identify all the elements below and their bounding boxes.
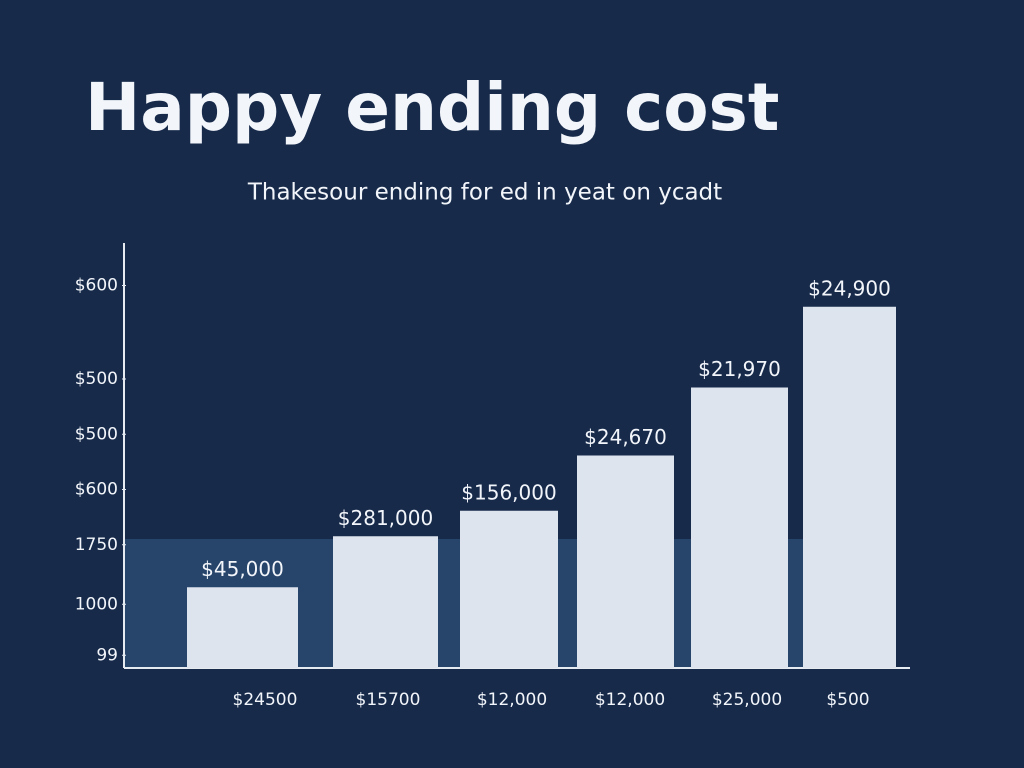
x-tick-label: $24500 — [233, 690, 298, 710]
bar — [460, 510, 558, 668]
x-tick-label: $25,000 — [712, 690, 782, 710]
data-label: $21,970 — [698, 357, 781, 381]
y-tick-label: 1000 — [75, 594, 118, 614]
bar — [333, 536, 438, 668]
bar — [577, 455, 674, 668]
x-tick-label: $500 — [826, 690, 869, 710]
y-tick-label: $600 — [75, 480, 118, 500]
y-tick-label: 99 — [96, 645, 118, 665]
x-tick-label: $12,000 — [477, 690, 547, 710]
y-tick-label: 1750 — [75, 535, 118, 555]
chart-title: Happy ending cost — [85, 69, 779, 146]
data-label: $45,000 — [201, 557, 284, 581]
bar — [187, 587, 298, 668]
bar — [803, 306, 896, 668]
y-tick-label: $600 — [75, 276, 118, 296]
data-label: $156,000 — [461, 480, 556, 504]
data-label: $24,670 — [584, 425, 667, 449]
bar — [691, 387, 788, 668]
chart-subtitle: Thakesour ending for ed in yeat on ycadt — [247, 180, 722, 206]
data-label: $281,000 — [338, 506, 433, 530]
y-tick-label: $500 — [75, 369, 118, 389]
x-tick-label: $15700 — [356, 690, 421, 710]
x-tick-label: $12,000 — [595, 690, 665, 710]
data-label: $24,900 — [808, 276, 891, 300]
y-tick-label: $500 — [75, 424, 118, 444]
